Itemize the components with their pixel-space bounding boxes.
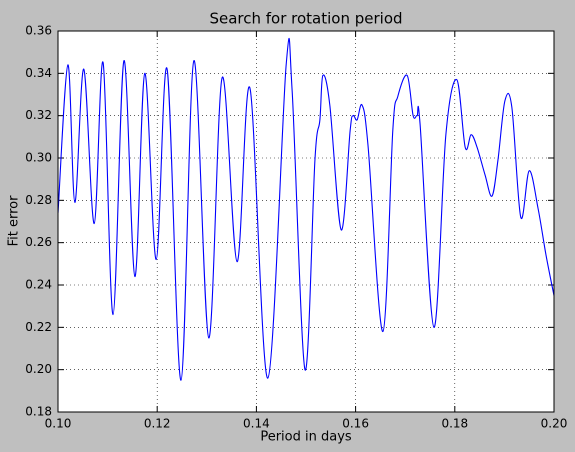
x-axis-label: Period in days [260, 430, 352, 445]
y-tick-label: 0.34 [25, 66, 52, 80]
x-tick-label: 0.16 [342, 417, 369, 431]
chart-title: Search for rotation period [209, 10, 402, 28]
y-tick-label: 0.32 [25, 108, 52, 122]
data-line [58, 38, 554, 381]
y-tick-label: 0.26 [25, 235, 52, 249]
x-tick-label: 0.12 [144, 417, 171, 431]
plot-area [58, 31, 554, 412]
y-tick-label: 0.20 [25, 362, 52, 376]
x-tick-label: 0.10 [45, 417, 72, 431]
plot-layer: 0.10 0.12 0.14 0.16 0.18 0.20 0.18 0.20 0.22 0.24… [25, 24, 567, 431]
y-tick-label: 0.36 [25, 24, 52, 38]
y-axis-label: Fit error [7, 195, 22, 247]
y-tick-label: 0.30 [25, 151, 52, 165]
x-tick-label: 0.18 [441, 417, 468, 431]
x-tick-label: 0.20 [541, 417, 568, 431]
y-tick-label: 0.22 [25, 320, 52, 334]
x-tick-label: 0.14 [243, 417, 270, 431]
plot-frame [57, 30, 555, 413]
y-tick-label: 0.18 [25, 405, 52, 419]
y-tick-label: 0.24 [25, 278, 52, 292]
y-tick-label: 0.28 [25, 193, 52, 207]
